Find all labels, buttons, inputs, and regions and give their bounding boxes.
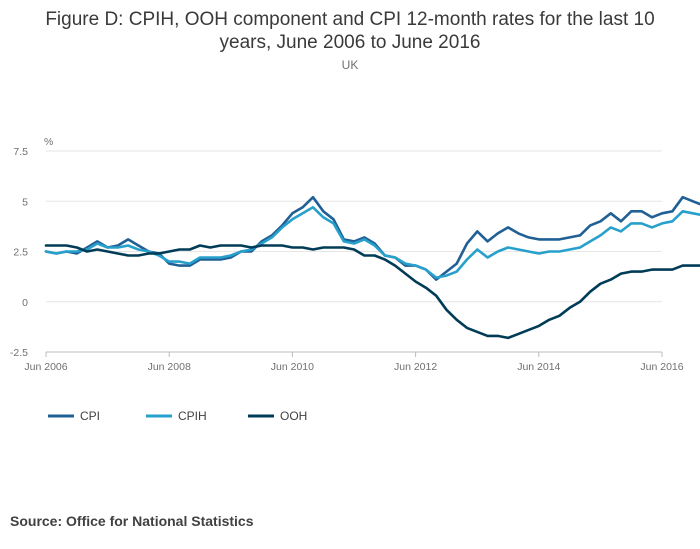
y-tick-label: -2.5 [10,347,28,359]
legend-item-cpi[interactable]: CPI [48,409,100,423]
y-tick-label: 2.5 [13,247,28,259]
x-tick-label: Jun 2006 [24,361,67,373]
y-tick-label: 7.5 [13,146,28,158]
x-tick-label: Jun 2010 [271,361,314,373]
legend-label: CPI [80,409,100,423]
legend: CPI CPIH OOH [48,409,307,423]
x-tick-label: Jun 2014 [517,361,560,373]
chart-title-line-1: Figure D: CPIH, OOH component and CPI 12… [45,9,655,30]
source-note: Source: Office for National Statistics [10,513,254,529]
legend-item-ooh[interactable]: OOH [248,409,307,423]
legend-item-cpih[interactable]: CPIH [146,409,207,423]
series-line-cpih [44,206,700,279]
series-lines [44,195,700,340]
x-tick-label: Jun 2008 [148,361,191,373]
gridlines [46,150,662,353]
legend-label: CPIH [178,409,207,423]
y-axis-label: % [44,136,53,148]
y-tick-label: 5 [22,196,28,208]
chart-title-line-2: years, June 2006 to June 2016 [219,32,481,53]
y-tick-label: 0 [22,297,28,309]
legend-label: OOH [280,409,307,423]
chart-subtitle: UK [341,58,359,72]
series-line-cpi [44,195,700,281]
series-line-ooh [44,244,700,340]
x-tick-label: Jun 2016 [640,361,683,373]
axes: -2.5 0 2.5 5 7.5% Jun 2006 Jun 2008 Jun 2010 Jun… [10,136,684,373]
chart-title: Figure D: CPIH, OOH component and CPI 12… [0,8,700,54]
x-tick-label: Jun 2012 [394,361,437,373]
